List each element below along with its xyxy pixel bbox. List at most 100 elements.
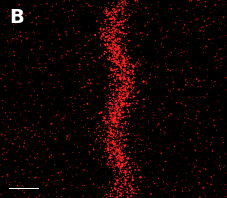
Point bbox=[116, 48, 120, 51]
Point bbox=[100, 65, 104, 68]
Point bbox=[36, 111, 40, 114]
Point bbox=[205, 121, 209, 124]
Point bbox=[114, 28, 118, 31]
Point bbox=[95, 194, 99, 198]
Point bbox=[114, 154, 117, 157]
Point bbox=[119, 185, 123, 188]
Point bbox=[117, 185, 121, 188]
Point bbox=[125, 90, 128, 93]
Point bbox=[29, 37, 33, 40]
Point bbox=[103, 65, 107, 68]
Point bbox=[113, 164, 116, 167]
Point bbox=[57, 123, 61, 127]
Point bbox=[16, 122, 20, 125]
Point bbox=[164, 65, 168, 69]
Point bbox=[118, 74, 122, 77]
Point bbox=[224, 64, 227, 67]
Point bbox=[55, 31, 58, 35]
Point bbox=[115, 105, 118, 109]
Point bbox=[115, 21, 119, 24]
Point bbox=[60, 178, 64, 181]
Point bbox=[183, 73, 187, 76]
Point bbox=[110, 147, 114, 150]
Point bbox=[169, 7, 172, 10]
Point bbox=[69, 49, 73, 52]
Point bbox=[150, 111, 153, 114]
Point bbox=[112, 141, 115, 144]
Point bbox=[141, 110, 145, 113]
Point bbox=[222, 44, 226, 48]
Point bbox=[181, 27, 184, 30]
Point bbox=[85, 179, 89, 182]
Point bbox=[120, 26, 123, 30]
Point bbox=[62, 48, 65, 51]
Point bbox=[127, 104, 131, 107]
Point bbox=[27, 30, 30, 33]
Point bbox=[77, 94, 81, 97]
Point bbox=[60, 145, 64, 148]
Point bbox=[123, 80, 127, 83]
Point bbox=[109, 88, 112, 91]
Point bbox=[118, 92, 121, 95]
Point bbox=[119, 49, 123, 52]
Point bbox=[210, 149, 213, 153]
Point bbox=[114, 88, 118, 91]
Point bbox=[193, 29, 196, 32]
Point bbox=[126, 93, 129, 97]
Point bbox=[144, 6, 148, 9]
Point bbox=[113, 165, 117, 168]
Point bbox=[82, 57, 85, 61]
Point bbox=[113, 188, 117, 191]
Point bbox=[113, 30, 116, 33]
Point bbox=[131, 165, 134, 168]
Point bbox=[68, 166, 72, 169]
Point bbox=[95, 15, 98, 19]
Point bbox=[113, 28, 116, 31]
Point bbox=[107, 127, 110, 130]
Point bbox=[116, 137, 119, 141]
Point bbox=[118, 31, 121, 34]
Point bbox=[130, 78, 133, 82]
Point bbox=[109, 9, 113, 12]
Point bbox=[32, 87, 36, 90]
Point bbox=[103, 110, 106, 114]
Point bbox=[197, 136, 200, 139]
Point bbox=[76, 72, 79, 75]
Point bbox=[30, 94, 33, 97]
Point bbox=[97, 84, 101, 88]
Point bbox=[142, 134, 146, 137]
Point bbox=[101, 139, 105, 143]
Point bbox=[40, 165, 44, 168]
Point bbox=[115, 117, 118, 121]
Point bbox=[117, 102, 121, 105]
Point bbox=[175, 128, 179, 131]
Point bbox=[142, 176, 146, 179]
Point bbox=[86, 68, 90, 71]
Point bbox=[184, 177, 187, 180]
Point bbox=[130, 63, 134, 67]
Point bbox=[109, 23, 113, 26]
Point bbox=[0, 99, 3, 102]
Point bbox=[185, 42, 189, 45]
Point bbox=[33, 176, 36, 179]
Point bbox=[163, 116, 167, 119]
Point bbox=[115, 20, 119, 23]
Point bbox=[119, 183, 122, 187]
Point bbox=[102, 126, 106, 129]
Point bbox=[181, 141, 185, 144]
Point bbox=[114, 155, 118, 158]
Point bbox=[147, 147, 151, 150]
Point bbox=[110, 24, 114, 27]
Point bbox=[126, 157, 130, 160]
Point bbox=[135, 170, 138, 173]
Point bbox=[116, 140, 119, 143]
Point bbox=[109, 38, 113, 41]
Point bbox=[125, 83, 128, 86]
Point bbox=[126, 91, 129, 94]
Point bbox=[146, 119, 150, 122]
Point bbox=[126, 109, 130, 112]
Point bbox=[113, 169, 117, 172]
Point bbox=[119, 166, 123, 169]
Point bbox=[117, 88, 121, 91]
Point bbox=[119, 99, 123, 102]
